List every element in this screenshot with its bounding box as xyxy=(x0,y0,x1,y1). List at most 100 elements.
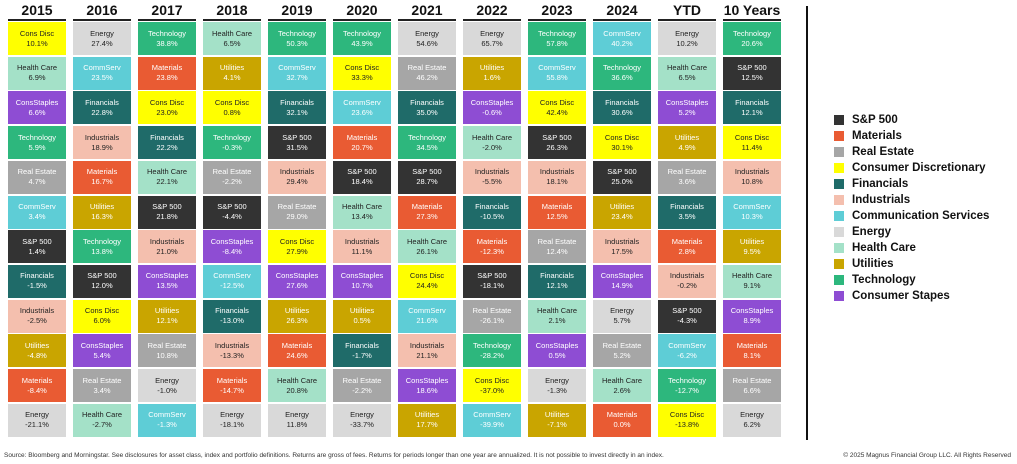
return-value: -6.2% xyxy=(677,350,697,360)
return-cell: S&P 500 21.8% xyxy=(138,195,196,229)
return-value: 0.5% xyxy=(548,350,566,360)
return-cell: Materials 0.0% xyxy=(593,403,651,437)
sector-label: Materials xyxy=(736,340,768,350)
return-cell: S&P 500 26.3% xyxy=(528,126,586,160)
return-value: 32.1% xyxy=(286,107,308,117)
return-cell: Materials 8.1% xyxy=(723,334,781,368)
return-value: 12.5% xyxy=(546,212,568,221)
sector-label: Energy xyxy=(610,306,634,316)
return-value: -2.2% xyxy=(222,177,242,187)
header-rule xyxy=(8,19,66,21)
return-cell: Health Care -2.7% xyxy=(73,403,131,437)
sector-label: CommServ xyxy=(148,410,186,420)
return-cell: Cons Disc 11.4% xyxy=(723,126,781,160)
return-value: 12.0% xyxy=(91,281,113,291)
sector-label: CommServ xyxy=(733,202,771,211)
return-value: 12.1% xyxy=(546,281,568,291)
return-cell: Utilities -4.8% xyxy=(8,334,66,368)
return-cell: Health Care 6.5% xyxy=(203,22,261,55)
return-cell: Technology 50.3% xyxy=(268,22,326,55)
return-value: 10.7% xyxy=(351,281,373,291)
return-cell: Real Estate 4.7% xyxy=(8,160,66,194)
return-value: 17.5% xyxy=(611,246,633,256)
sector-label: Financials xyxy=(85,97,119,107)
return-cell: Industrials 21.0% xyxy=(138,230,196,264)
return-value: 0.8% xyxy=(223,107,241,117)
header-rule xyxy=(528,19,586,21)
sector-label: Financials xyxy=(475,202,509,211)
return-value: -2.0% xyxy=(482,142,502,152)
return-value: -1.0% xyxy=(157,385,177,395)
sector-label: Industrials xyxy=(279,167,315,177)
period-header: 2019 xyxy=(281,2,313,18)
sector-label: Financials xyxy=(215,306,249,316)
legend-item: Communication Services xyxy=(834,208,989,224)
return-value: 65.7% xyxy=(481,38,503,48)
return-cell: Cons Disc -37.0% xyxy=(463,369,521,402)
sector-label: Energy xyxy=(415,28,439,38)
return-cell: CommServ -39.9% xyxy=(463,403,521,437)
sector-label: Health Care xyxy=(406,236,448,246)
legend-label: Technology xyxy=(852,274,916,286)
sector-label: Energy xyxy=(25,410,49,420)
return-value: 27.3% xyxy=(416,212,438,221)
return-cell: Industrials 11.1% xyxy=(333,230,391,264)
header-rule xyxy=(333,19,391,21)
return-cell: S&P 500 -4.4% xyxy=(203,195,261,229)
return-value: -13.3% xyxy=(220,350,244,360)
sector-label: Materials xyxy=(671,236,703,246)
period-header: 2022 xyxy=(476,2,508,18)
header-rule xyxy=(723,19,781,21)
return-cell: S&P 500 28.7% xyxy=(398,160,456,194)
legend-swatch xyxy=(834,275,844,285)
return-cell: Health Care 6.9% xyxy=(8,56,66,90)
return-value: 6.6% xyxy=(28,107,46,117)
return-value: 4.9% xyxy=(678,142,696,152)
sector-label: ConsStaples xyxy=(535,340,579,350)
sector-label: Materials xyxy=(411,202,443,211)
return-cell: CommServ 21.6% xyxy=(398,299,456,333)
sector-label: Energy xyxy=(220,410,244,420)
sector-label: Health Care xyxy=(81,410,123,420)
return-cell: Industrials -2.5% xyxy=(8,299,66,333)
sector-label: Utilities xyxy=(284,306,310,316)
sector-label: ConsStaples xyxy=(275,271,319,281)
legend-swatch xyxy=(834,163,844,173)
header-rule xyxy=(463,19,521,21)
return-value: -7.1% xyxy=(547,420,567,430)
return-value: -4.4% xyxy=(222,212,242,221)
return-value: 27.6% xyxy=(286,281,308,291)
return-cell: Utilities 1.6% xyxy=(463,56,521,90)
sector-label: Industrials xyxy=(669,271,705,281)
return-cell: Real Estate 46.2% xyxy=(398,56,456,90)
return-cell: Energy 5.7% xyxy=(593,299,651,333)
return-cell: Materials 24.6% xyxy=(268,334,326,368)
return-cell: ConsStaples 0.5% xyxy=(528,334,586,368)
legend-label: Financials xyxy=(852,178,909,190)
sector-label: Industrials xyxy=(604,236,640,246)
sector-label: Real Estate xyxy=(667,167,707,177)
return-cell: Materials 2.8% xyxy=(658,230,716,264)
sector-label: Financials xyxy=(605,97,639,107)
return-value: -37.0% xyxy=(480,385,504,395)
source-footnote: Source: Bloomberg and Morningstar. See d… xyxy=(4,452,664,459)
return-value: 35.0% xyxy=(416,107,438,117)
return-value: 11.8% xyxy=(286,420,308,430)
return-value: 26.1% xyxy=(416,246,438,256)
return-cell: Technology 57.8% xyxy=(528,22,586,55)
sector-label: S&P 500 xyxy=(282,132,312,142)
return-cell: Real Estate 10.8% xyxy=(138,334,196,368)
return-value: -0.2% xyxy=(677,281,697,291)
sector-label: Industrials xyxy=(409,340,445,350)
period-header: 2016 xyxy=(86,2,118,18)
return-value: 23.0% xyxy=(156,107,178,117)
return-cell: Health Care 6.5% xyxy=(658,56,716,90)
return-value: 0.5% xyxy=(353,316,371,326)
sector-label: Cons Disc xyxy=(669,410,705,420)
return-cell: Technology -28.2% xyxy=(463,334,521,368)
return-value: -2.2% xyxy=(352,385,372,395)
legend-item: Materials xyxy=(834,128,989,144)
sector-label: Materials xyxy=(21,375,53,385)
return-value: 23.8% xyxy=(156,73,178,83)
legend-swatch xyxy=(834,227,844,237)
